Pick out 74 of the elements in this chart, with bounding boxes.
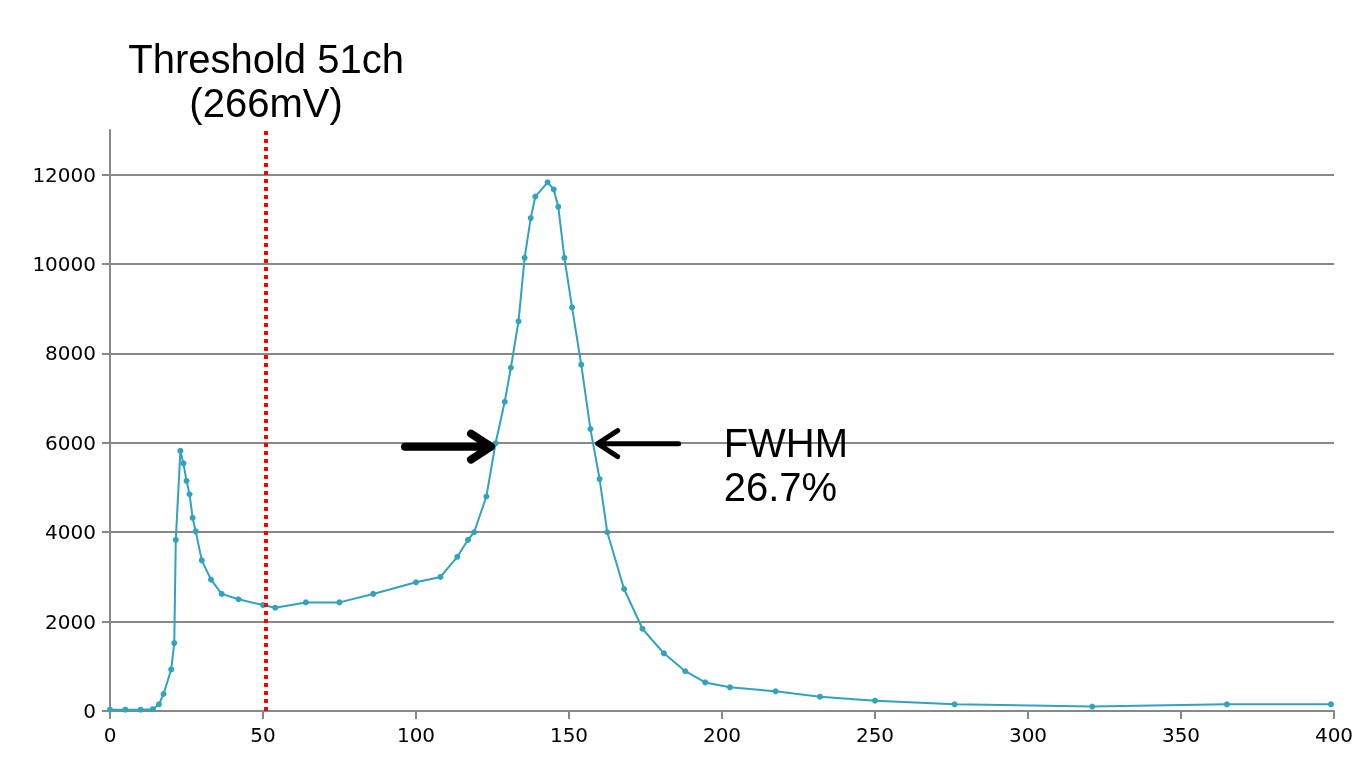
point bbox=[370, 590, 377, 597]
point bbox=[207, 576, 214, 583]
point bbox=[171, 640, 178, 647]
x-tick-label: 350 bbox=[1161, 723, 1201, 747]
y-tick-label: 2000 bbox=[45, 609, 96, 634]
point bbox=[555, 203, 562, 210]
x-tick-label: 400 bbox=[1314, 723, 1354, 747]
point bbox=[621, 585, 628, 592]
y-tick-label: 12000 bbox=[32, 162, 96, 187]
point bbox=[155, 701, 162, 708]
y-tick-label: 10000 bbox=[32, 252, 96, 277]
point bbox=[561, 254, 568, 261]
point bbox=[454, 553, 461, 560]
point bbox=[532, 193, 539, 200]
point bbox=[183, 477, 190, 484]
point bbox=[122, 706, 129, 713]
point bbox=[483, 493, 490, 500]
point bbox=[1223, 701, 1230, 708]
x-tick-label: 50 bbox=[250, 723, 276, 747]
x-tick-label: 100 bbox=[396, 723, 436, 747]
point bbox=[507, 364, 514, 371]
point bbox=[1327, 701, 1334, 708]
point bbox=[639, 625, 646, 632]
point bbox=[177, 447, 184, 454]
annotation: FWHM 26.7% bbox=[723, 420, 849, 509]
point bbox=[218, 590, 225, 597]
point bbox=[951, 701, 958, 708]
point bbox=[437, 573, 444, 580]
y-tick-label: 8000 bbox=[45, 341, 96, 366]
point bbox=[1089, 703, 1096, 710]
point bbox=[302, 599, 309, 606]
point bbox=[235, 596, 242, 603]
point bbox=[569, 304, 576, 311]
point bbox=[515, 318, 522, 325]
point bbox=[816, 693, 823, 700]
x-tick-label: 200 bbox=[702, 723, 742, 747]
point bbox=[501, 398, 508, 405]
x-tick-label: 0 bbox=[103, 723, 117, 747]
point bbox=[772, 688, 779, 695]
ref-line-label: Threshold 51ch (266mV) bbox=[128, 37, 404, 125]
point bbox=[521, 254, 528, 261]
point bbox=[471, 529, 478, 536]
x-tick-label: 150 bbox=[549, 723, 589, 747]
point bbox=[465, 536, 472, 543]
point bbox=[550, 186, 557, 193]
point bbox=[160, 691, 167, 698]
point bbox=[189, 514, 196, 521]
point bbox=[186, 491, 193, 498]
point bbox=[604, 529, 611, 536]
point bbox=[702, 679, 709, 686]
x-tick-label: 300 bbox=[1008, 723, 1048, 747]
point bbox=[413, 579, 419, 586]
point bbox=[172, 536, 179, 543]
y-tick-label: 0 bbox=[83, 699, 96, 723]
point bbox=[272, 604, 279, 611]
point bbox=[149, 706, 156, 713]
point bbox=[596, 476, 603, 483]
y-tick-label: 6000 bbox=[45, 430, 96, 455]
point bbox=[137, 706, 144, 713]
point bbox=[578, 361, 585, 368]
point bbox=[872, 697, 878, 704]
point bbox=[682, 668, 689, 675]
point bbox=[168, 666, 175, 673]
x-tick-label: 250 bbox=[855, 723, 895, 747]
y-tick-label: 4000 bbox=[45, 520, 96, 545]
point bbox=[180, 460, 187, 467]
point bbox=[527, 215, 534, 222]
point bbox=[587, 425, 594, 432]
point bbox=[660, 650, 667, 657]
point bbox=[544, 179, 551, 186]
point bbox=[198, 557, 205, 564]
point bbox=[107, 706, 113, 713]
point bbox=[726, 684, 733, 691]
point bbox=[192, 528, 199, 535]
